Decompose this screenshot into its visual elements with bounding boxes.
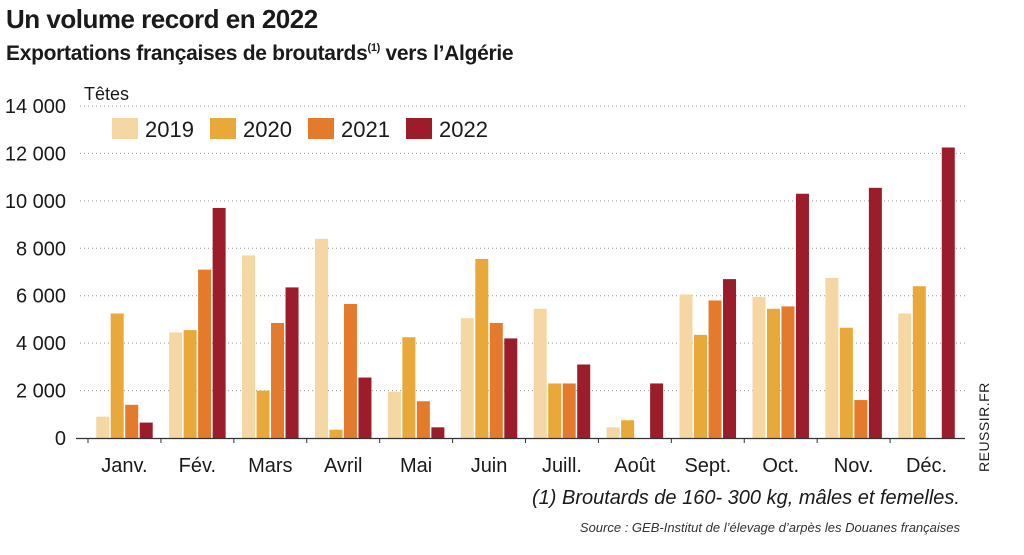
legend-label-2020: 2020 bbox=[243, 117, 292, 142]
bar-2021-9 bbox=[781, 306, 795, 438]
bar-2020-11 bbox=[912, 286, 926, 438]
bar-2022-7 bbox=[650, 383, 664, 438]
bar-2019-6 bbox=[533, 308, 547, 438]
y-tick-label: 8 000 bbox=[16, 238, 66, 260]
y-tick-label: 14 000 bbox=[5, 96, 66, 118]
bar-2020-7 bbox=[621, 420, 635, 438]
bar-2022-11 bbox=[941, 147, 955, 438]
bar-2022-6 bbox=[577, 364, 591, 438]
legend-swatch-2022 bbox=[406, 118, 432, 139]
x-tick-label: Août bbox=[614, 455, 656, 477]
y-axis: Têtes 0 2 000 4 000 6 000 8 000 10 000 12 000 14… bbox=[5, 84, 129, 450]
bar-2020-9 bbox=[766, 308, 780, 438]
bar-2019-4 bbox=[387, 391, 401, 438]
legend-label-2021: 2021 bbox=[341, 117, 390, 142]
bar-2019-8 bbox=[679, 294, 693, 438]
bar-2019-3 bbox=[314, 238, 328, 438]
x-tick-label: Mars bbox=[248, 455, 292, 477]
bar-2019-7 bbox=[606, 427, 620, 438]
chart-legend: 2019 2020 2021 2022 bbox=[112, 117, 488, 142]
bar-2022-3 bbox=[358, 377, 372, 438]
bar-2020-4 bbox=[402, 337, 416, 438]
legend-swatch-2020 bbox=[210, 118, 236, 139]
x-tick-label: Oct. bbox=[762, 455, 799, 477]
bar-2019-9 bbox=[752, 296, 766, 438]
bar-2021-4 bbox=[416, 401, 430, 438]
bar-2020-6 bbox=[548, 383, 562, 438]
x-tick-label: Déc. bbox=[906, 455, 947, 477]
bar-2020-8 bbox=[694, 334, 708, 438]
bar-2021-0 bbox=[125, 404, 139, 438]
bar-2021-10 bbox=[854, 400, 868, 438]
y-tick-label: 2 000 bbox=[16, 381, 66, 403]
bar-2021-6 bbox=[562, 383, 576, 438]
x-tick-label: Sept. bbox=[684, 455, 731, 477]
chart-title: Un volume record en 2022 bbox=[6, 4, 318, 34]
y-tick-label: 10 000 bbox=[5, 191, 66, 213]
bar-2019-5 bbox=[460, 318, 474, 438]
bar-2022-8 bbox=[723, 279, 737, 438]
brand-watermark: REUSSIR.FR bbox=[976, 382, 992, 472]
bar-2019-2 bbox=[242, 255, 256, 438]
x-tick-label: Juill. bbox=[542, 455, 582, 477]
bar-2020-1 bbox=[183, 330, 197, 438]
bar-2020-0 bbox=[110, 313, 124, 438]
bar-2019-10 bbox=[825, 277, 839, 438]
bar-2022-4 bbox=[431, 427, 445, 438]
y-tick-label: 0 bbox=[55, 428, 66, 450]
bar-2019-0 bbox=[96, 416, 110, 438]
bar-2022-5 bbox=[504, 338, 518, 438]
x-tick-label: Nov. bbox=[834, 455, 874, 477]
source-note: Source : GEB-Institut de l’élevage d’arp… bbox=[579, 520, 960, 535]
bar-2020-5 bbox=[475, 258, 489, 438]
bar-2020-3 bbox=[329, 429, 343, 438]
legend-label-2022: 2022 bbox=[439, 117, 488, 142]
legend-label-2019: 2019 bbox=[145, 117, 194, 142]
subtitle-rest: vers l’Algérie bbox=[380, 42, 514, 65]
bar-2021-1 bbox=[198, 269, 212, 438]
chart-bars bbox=[96, 147, 955, 438]
chart-subtitle: Exportations françaises de broutards(1) … bbox=[6, 42, 514, 66]
y-tick-label: 12 000 bbox=[5, 143, 66, 165]
x-tick-label: Mai bbox=[400, 455, 432, 477]
bar-2021-2 bbox=[271, 322, 285, 438]
subtitle-note-marker: (1) bbox=[367, 42, 381, 54]
bar-2020-2 bbox=[256, 390, 270, 438]
bar-2020-10 bbox=[839, 327, 853, 438]
legend-swatch-2021 bbox=[308, 118, 334, 139]
x-tick-label: Avril bbox=[324, 455, 363, 477]
bar-2022-10 bbox=[868, 187, 882, 438]
bar-2021-8 bbox=[708, 300, 722, 438]
x-axis: Janv. Fév. Mars Avril Mai Juin Juill. Août Sept.… bbox=[76, 437, 965, 477]
y-tick-label: 6 000 bbox=[16, 286, 66, 308]
x-tick-label: Janv. bbox=[101, 455, 147, 477]
bar-2022-0 bbox=[139, 422, 153, 438]
bar-2019-1 bbox=[169, 332, 183, 438]
bar-2021-5 bbox=[489, 322, 503, 438]
footnote: (1) Broutards de 160- 300 kg, mâles et f… bbox=[532, 487, 960, 509]
bar-2022-1 bbox=[212, 207, 226, 438]
bar-2021-3 bbox=[343, 304, 357, 438]
x-tick-label: Fév. bbox=[179, 455, 216, 477]
bar-2022-9 bbox=[795, 193, 809, 438]
legend-swatch-2019 bbox=[112, 118, 138, 139]
bar-2019-11 bbox=[898, 313, 912, 438]
subtitle-text: Exportations françaises de broutards bbox=[6, 42, 368, 65]
y-axis-label: Têtes bbox=[84, 84, 129, 104]
x-tick-label: Juin bbox=[471, 455, 508, 477]
y-tick-label: 4 000 bbox=[16, 333, 66, 355]
bar-2022-2 bbox=[285, 287, 299, 438]
